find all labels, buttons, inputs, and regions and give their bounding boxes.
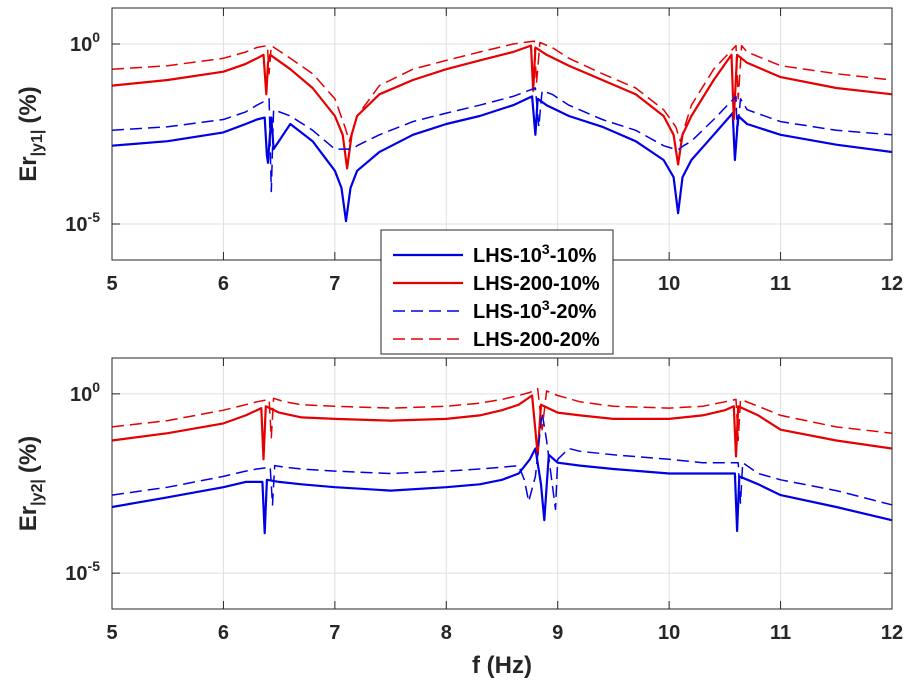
plot-area xyxy=(112,358,892,609)
y-axis-label: Er|y2|(%) xyxy=(15,436,46,531)
x-tick-label: 5 xyxy=(106,273,117,295)
x-tick-label: 9 xyxy=(552,622,563,644)
y-tick-label: 10-5 xyxy=(65,209,100,236)
x-tick-label: 12 xyxy=(881,273,903,295)
x-axis-label: f (Hz) xyxy=(472,652,532,679)
series-line xyxy=(112,44,892,170)
series-group xyxy=(112,40,892,223)
panel-2: 5 6 7 8 9 10 11 12 100 10-5 Er|y2|(%) f (Hz) xyxy=(15,357,903,679)
series-line xyxy=(112,87,892,193)
axes-box xyxy=(111,357,893,610)
y-tick-label: 10-5 xyxy=(65,558,100,585)
x-tick-label: 10 xyxy=(658,622,680,644)
y-axis-label: Er|y1|(%) xyxy=(15,86,46,181)
y-tick-label: 100 xyxy=(70,379,100,406)
series-line xyxy=(112,40,892,142)
series-group xyxy=(112,387,892,535)
series-line xyxy=(112,95,892,223)
plot-area xyxy=(112,8,892,260)
x-tick-label: 12 xyxy=(881,622,903,644)
ticks xyxy=(111,358,893,609)
series-line xyxy=(112,387,892,442)
legend-label: LHS-200-10% xyxy=(473,273,600,295)
x-tick-label: 7 xyxy=(329,622,340,644)
series-line xyxy=(112,447,892,535)
legend-label: LHS-200-20% xyxy=(473,329,600,351)
x-tick-label: 8 xyxy=(441,622,452,644)
y-tick-label: 100 xyxy=(70,29,100,56)
x-tick-label: 11 xyxy=(770,273,791,295)
x-tick-label: 7 xyxy=(329,273,340,295)
x-tick-label: 5 xyxy=(106,622,117,644)
legend-label: LHS-103-20% xyxy=(473,297,597,323)
legend-label: LHS-103-10% xyxy=(473,241,597,267)
series-line xyxy=(112,394,892,461)
x-tick-label: 6 xyxy=(218,273,229,295)
series-line xyxy=(112,411,892,511)
x-tick-label: 11 xyxy=(770,622,791,644)
legend-box xyxy=(380,229,614,355)
x-tick-label: 6 xyxy=(218,622,229,644)
x-tick-label: 10 xyxy=(658,273,680,295)
legend: LHS-103-10% LHS-200-10%LHS-103-20% LHS-200… xyxy=(380,229,614,355)
